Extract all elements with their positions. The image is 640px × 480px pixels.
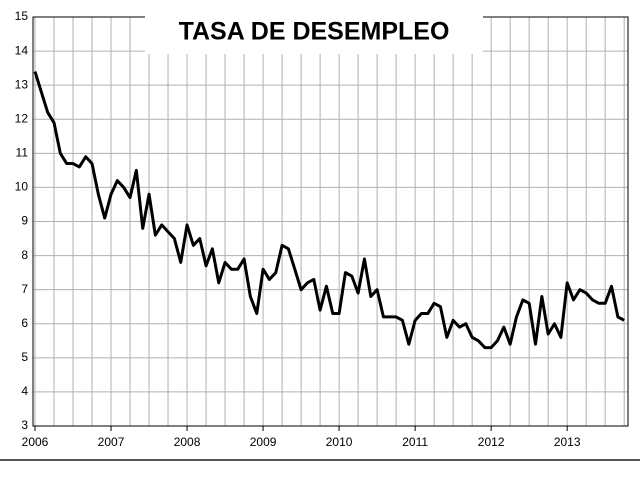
title-box — [145, 14, 483, 54]
y-tick-label: 11 — [16, 146, 29, 160]
y-tick-label: 6 — [21, 316, 28, 330]
y-tick-label: 4 — [21, 384, 28, 398]
data-line — [33, 71, 625, 350]
y-tick-label: 9 — [21, 214, 28, 228]
x-tick-label: 2007 — [98, 435, 125, 449]
x-tick-label: 2009 — [250, 435, 277, 449]
y-tick-label: 3 — [21, 418, 28, 432]
x-tick-label: 2008 — [174, 435, 201, 449]
y-tick-label: 13 — [15, 77, 29, 91]
x-tick-label: 2010 — [326, 435, 353, 449]
chart-title: TASA DE DESEMPLEO — [179, 18, 450, 46]
y-tick-label: 14 — [15, 43, 29, 57]
y-tick-label: 10 — [15, 180, 29, 194]
y-tick-label: 8 — [21, 248, 28, 262]
y-tick-label: 15 — [15, 9, 29, 23]
x-tick-label: 2012 — [478, 435, 505, 449]
y-tick-label: 12 — [15, 111, 29, 125]
x-tick-label: 2011 — [402, 435, 428, 449]
y-tick-label: 7 — [21, 282, 28, 296]
grid — [33, 16, 628, 427]
y-tick-label: 5 — [21, 350, 28, 364]
x-tick-label: 2013 — [554, 435, 581, 449]
x-tick-label: 2006 — [22, 435, 49, 449]
